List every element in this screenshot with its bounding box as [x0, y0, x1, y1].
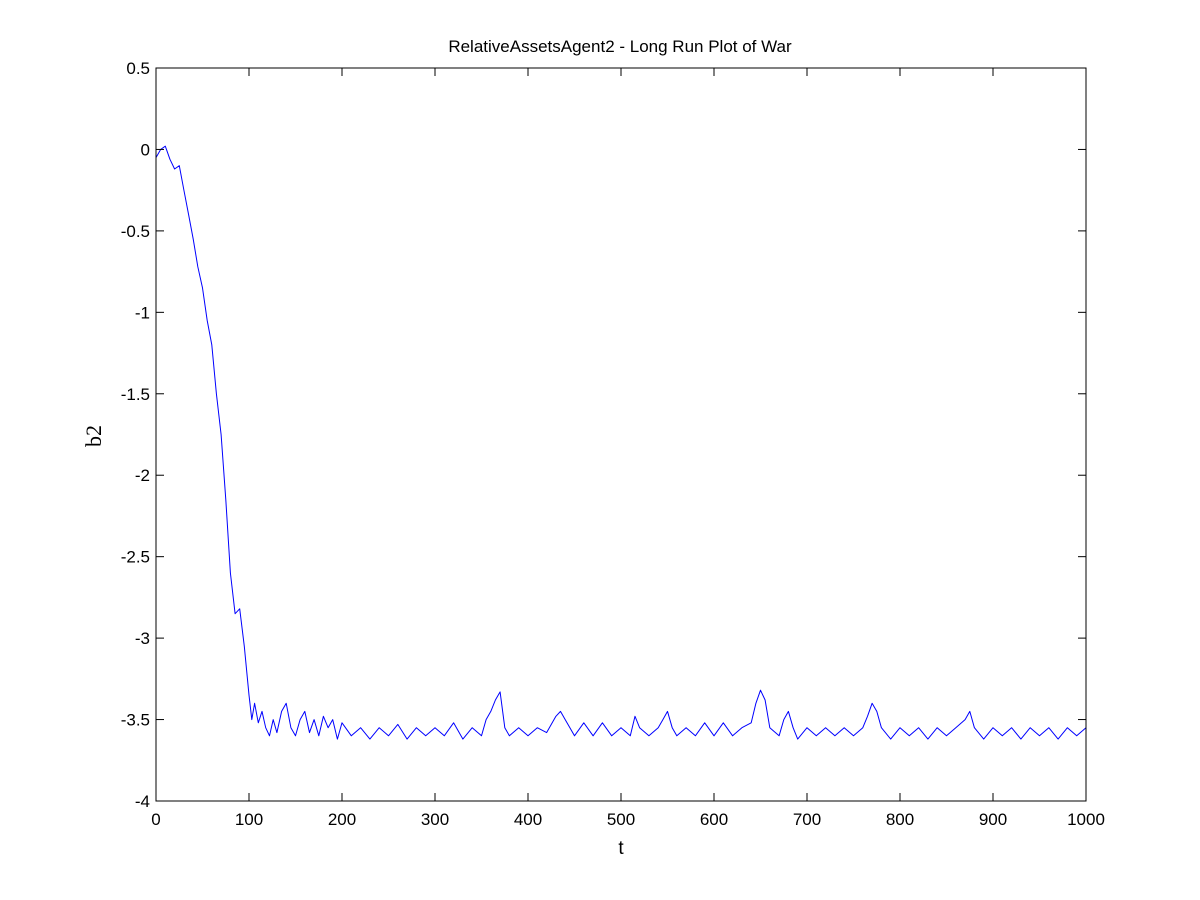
- series-line: [155, 145, 1087, 740]
- x-tick-label: 500: [607, 810, 635, 829]
- series-layer: [155, 145, 1087, 740]
- y-tick-label: -1.5: [121, 385, 150, 404]
- y-tick-label: -0.5: [121, 222, 150, 241]
- x-tick-label: 1000: [1067, 810, 1105, 829]
- y-tick-label: -4: [135, 792, 150, 811]
- y-axis-label: b2: [81, 425, 106, 447]
- x-tick-label: 700: [793, 810, 821, 829]
- x-tick-label: 100: [235, 810, 263, 829]
- x-axis-label: t: [618, 838, 624, 859]
- chart-title: RelativeAssetsAgent2 - Long Run Plot of …: [448, 37, 792, 56]
- y-tick-label: -2.5: [121, 548, 150, 567]
- x-axis: 0 100 200 300 400 500 600 700 800 900 1000: [151, 68, 1105, 829]
- y-tick-label: -3.5: [121, 711, 150, 730]
- y-tick-label: -2: [135, 466, 150, 485]
- x-tick-label: 600: [700, 810, 728, 829]
- x-tick-label: 200: [328, 810, 356, 829]
- x-tick-label: 300: [421, 810, 449, 829]
- y-tick-label: 0: [141, 140, 150, 159]
- y-tick-label: -1: [135, 303, 150, 322]
- plot-area: [156, 68, 1086, 801]
- x-tick-label: 800: [886, 810, 914, 829]
- x-tick-label: 900: [979, 810, 1007, 829]
- x-tick-label: 400: [514, 810, 542, 829]
- y-tick-label: -3: [135, 629, 150, 648]
- x-tick-label: 0: [151, 810, 160, 829]
- y-axis: 0.5 0 -0.5 -1 -1.5 -2 -2.5 -3 -3.5 -4: [121, 59, 1086, 811]
- y-tick-label: 0.5: [126, 59, 150, 78]
